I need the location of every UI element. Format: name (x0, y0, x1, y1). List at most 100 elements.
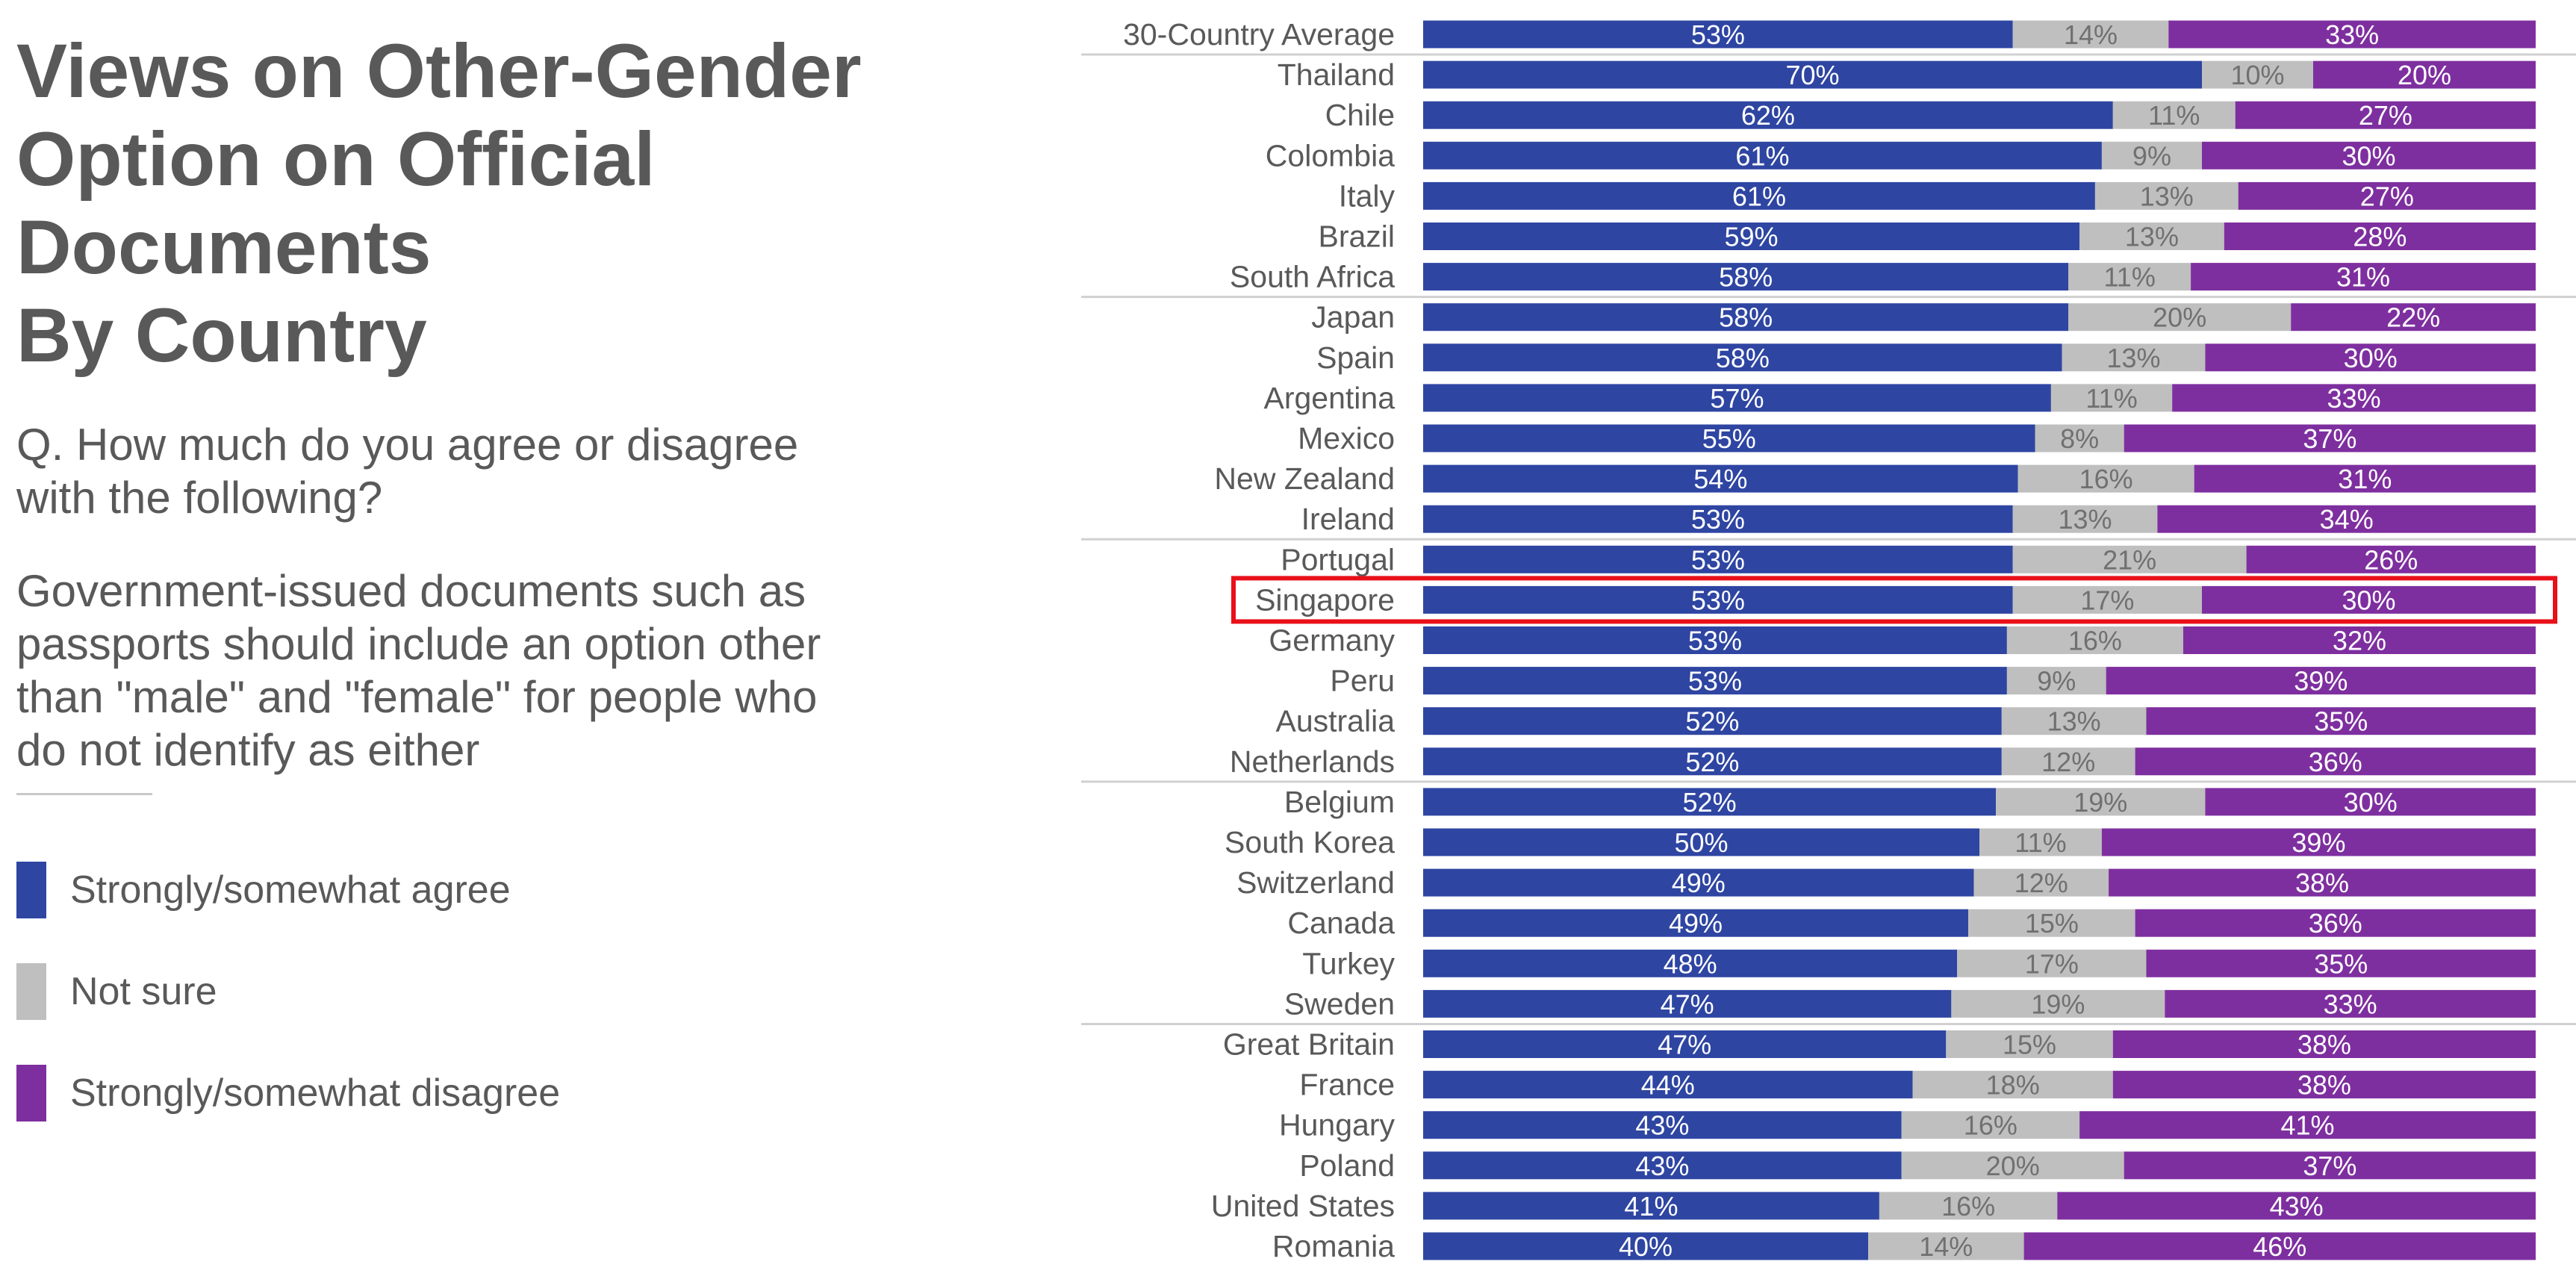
data-label-not-sure: 12% (2041, 747, 2095, 777)
bar-segment-disagree (2124, 1151, 2536, 1180)
data-label-disagree: 30% (2342, 140, 2395, 171)
bar-segment-agree (1423, 989, 1952, 1018)
bar-row: Ireland 53% 13% 34% (1301, 502, 2536, 536)
data-label-not-sure: 9% (2132, 140, 2171, 171)
bar-row: Poland 43% 20% 37% (1299, 1148, 2536, 1183)
bar-segment-agree (1423, 424, 2035, 452)
bar-row: Colombia 61% 9% 30% (1266, 138, 2536, 172)
bar-segment-disagree (2246, 545, 2536, 573)
bar-segment-agree (1423, 384, 2051, 412)
data-label-not-sure: 17% (2080, 585, 2134, 615)
data-label-not-sure: 15% (2003, 1030, 2056, 1060)
bar-segment-agree (1423, 1030, 1947, 1058)
bar-segment-agree (1423, 1151, 1902, 1180)
bar-segment-not-sure (1957, 949, 2147, 977)
data-label-disagree: 27% (2359, 100, 2412, 131)
category-label: Argentina (1263, 381, 1395, 415)
bar-segment-agree (1423, 707, 2002, 735)
category-label: Switzerland (1236, 865, 1395, 900)
bar-row: Switzerland 49% 12% 38% (1236, 865, 2536, 900)
data-label-disagree: 38% (2295, 868, 2349, 898)
legend-swatch-disagree (16, 1065, 46, 1121)
data-label-disagree: 37% (2303, 1151, 2356, 1181)
data-label-agree: 52% (1683, 787, 1737, 818)
question-line: with the following? (16, 473, 383, 523)
bar-segment-not-sure (1868, 1232, 2024, 1260)
statement-line: than "male" and "female" for people who (16, 672, 818, 722)
bar-row: 30-Country Average 53% 14% 33% (1123, 17, 2536, 52)
data-label-disagree: 27% (2360, 181, 2414, 211)
category-label: Italy (1339, 178, 1396, 213)
data-label-agree: 53% (1688, 626, 1742, 656)
category-label: Colombia (1266, 138, 1395, 172)
category-label: Hungary (1279, 1108, 1395, 1142)
data-label-not-sure: 14% (1919, 1231, 1973, 1262)
data-label-not-sure: 17% (2025, 948, 2079, 979)
bar-segment-disagree (2313, 60, 2536, 89)
bar-segment-not-sure (2079, 223, 2224, 250)
bar-segment-not-sure (2001, 707, 2147, 735)
data-label-not-sure: 19% (2031, 989, 2085, 1019)
data-label-agree: 58% (1719, 302, 1773, 333)
data-label-disagree: 39% (2294, 666, 2348, 697)
bar-segment-disagree (2101, 828, 2536, 856)
bar-segment-not-sure (2012, 20, 2169, 49)
data-label-not-sure: 13% (2107, 343, 2161, 373)
bar-segment-agree (1423, 101, 2113, 129)
bar-segment-disagree (2112, 1030, 2536, 1058)
data-label-disagree: 26% (2364, 544, 2418, 575)
data-label-not-sure: 12% (2015, 868, 2068, 898)
bar-segment-agree (1423, 20, 2013, 49)
bar-row: Peru 53% 9% 39% (1330, 664, 2536, 698)
bar-segment-agree (1423, 747, 2002, 776)
bar-segment-disagree (2146, 707, 2536, 735)
bar-row: Turkey 48% 17% 35% (1302, 946, 2536, 980)
bar-segment-disagree (2106, 667, 2536, 695)
data-label-disagree: 28% (2353, 222, 2407, 252)
bar-row: South Korea 50% 11% 39% (1225, 825, 2536, 859)
bar-segment-not-sure (1901, 1111, 2080, 1139)
bar-segment-not-sure (2017, 464, 2194, 493)
data-label-agree: 43% (1635, 1151, 1689, 1181)
data-label-not-sure: 11% (2085, 383, 2137, 414)
data-label-agree: 43% (1635, 1110, 1689, 1141)
category-label: Canada (1287, 906, 1395, 940)
data-label-not-sure: 11% (2148, 100, 2200, 131)
category-label: Peru (1330, 664, 1395, 698)
bar-segment-disagree (2172, 384, 2536, 412)
bar-row: Portugal 53% 21% 26% (1281, 542, 2536, 576)
data-label-agree: 48% (1664, 948, 1717, 979)
data-label-disagree: 32% (2333, 626, 2386, 656)
bar-row: Italy 61% 13% 27% (1339, 178, 2536, 213)
bar-segment-not-sure (1979, 828, 2102, 856)
bar-segment-not-sure (1973, 868, 2109, 897)
bar-segment-not-sure (2101, 141, 2202, 169)
bar-segment-agree (1423, 828, 1979, 856)
bar-segment-agree (1423, 667, 2007, 695)
bar-segment-disagree (2191, 263, 2536, 291)
bar-segment-not-sure (2012, 505, 2158, 533)
survey-statement: Government-issued documents such as pass… (16, 564, 1062, 777)
data-label-not-sure: 8% (2060, 423, 2099, 454)
bar-segment-agree (1423, 464, 2018, 493)
data-label-disagree: 20% (2398, 60, 2451, 90)
data-label-disagree: 41% (2281, 1110, 2335, 1141)
data-label-disagree: 36% (2309, 908, 2362, 939)
bar-segment-disagree (2291, 303, 2536, 332)
bar-segment-disagree (2135, 909, 2536, 937)
data-label-not-sure: 21% (2103, 544, 2156, 575)
data-label-disagree: 35% (2314, 706, 2368, 737)
data-label-not-sure: 13% (2047, 706, 2101, 737)
data-label-disagree: 38% (2297, 1070, 2351, 1101)
data-label-not-sure: 16% (2068, 626, 2122, 656)
question-line: Q. How much do you agree or disagree (16, 420, 799, 470)
bar-segment-agree (1423, 223, 2080, 250)
bar-segment-agree (1423, 949, 1958, 977)
data-label-not-sure: 13% (2059, 504, 2112, 535)
bar-segment-not-sure (2202, 60, 2313, 89)
bar-row: Great Britain 47% 15% 38% (1223, 1027, 2536, 1062)
bar-segment-disagree (2183, 626, 2536, 654)
legend-item-not-sure: Not sure (16, 963, 217, 1020)
bar-segment-not-sure (2001, 747, 2135, 776)
